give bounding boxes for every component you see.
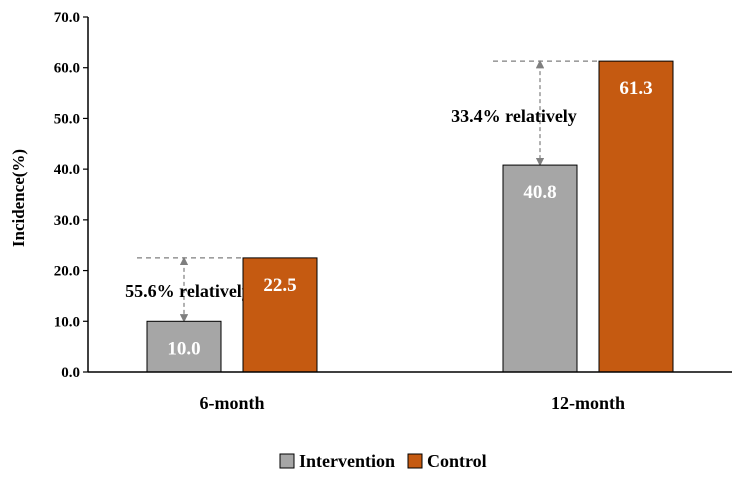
- y-tick-label: 20.0: [54, 264, 80, 280]
- y-tick-label: 40.0: [54, 162, 80, 178]
- y-axis-label: Incidence(%): [9, 149, 28, 247]
- annotation-text: 33.4% relatively: [451, 106, 577, 126]
- data-label: 61.3: [619, 78, 652, 99]
- x-tick-label: 6-month: [199, 393, 264, 413]
- annotation-text: 55.6% relatively: [125, 281, 251, 301]
- y-tick-label: 0.0: [61, 365, 80, 381]
- bar-control-12-month: [598, 60, 674, 373]
- data-label: 10.0: [167, 338, 200, 359]
- y-tick-label: 10.0: [54, 314, 80, 330]
- legend-swatch-intervention: [279, 453, 295, 469]
- data-label: 40.8: [523, 182, 556, 203]
- data-labels: 10.0 22.5 40.8 61.3: [167, 78, 652, 359]
- bars: [146, 60, 674, 373]
- y-tick-label: 30.0: [54, 213, 80, 229]
- x-tick-label: 12-month: [551, 393, 625, 413]
- annotations: 55.6% relatively 33.4% relatively: [125, 59, 601, 323]
- y-tick-label: 70.0: [54, 10, 80, 26]
- legend-swatch-control: [407, 453, 423, 469]
- x-axis-ticks: 6-month 12-month: [199, 393, 625, 413]
- y-tick-label: 60.0: [54, 61, 80, 77]
- legend-label: Control: [427, 451, 487, 471]
- bar-intervention-12-month: [502, 164, 578, 373]
- y-tick-label: 50.0: [54, 111, 80, 127]
- y-axis-ticks: 0.0 10.0 20.0 30.0 40.0 50.0 60.0 70.0: [54, 10, 88, 381]
- bar-intervention-6-month: [146, 320, 222, 373]
- legend: Intervention Control: [279, 451, 487, 471]
- legend-label: Intervention: [299, 451, 395, 471]
- data-label: 22.5: [263, 275, 296, 296]
